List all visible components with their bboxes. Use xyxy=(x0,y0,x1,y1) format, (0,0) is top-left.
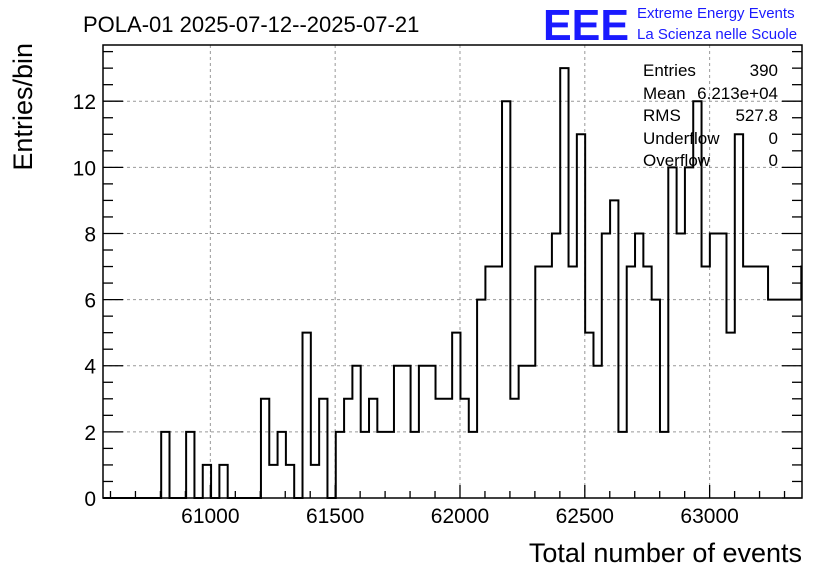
x-tick-label: 62500 xyxy=(556,505,614,528)
stats-entries-label: Entries xyxy=(643,61,696,80)
x-tick-label: 61000 xyxy=(181,505,239,528)
tick-labels: 61000 61500 62000 62500 63000 0 2 4 6 8 10 12 xyxy=(73,91,739,528)
grid-lines xyxy=(103,45,802,498)
y-tick-label: 2 xyxy=(84,422,96,445)
stats-mean-label: Mean xyxy=(643,84,686,103)
stats-underflow-value: 0 xyxy=(769,129,778,148)
eee-logo-line2: La Scienza nelle Scuole xyxy=(637,26,797,43)
stats-underflow-label: Underflow xyxy=(643,129,720,148)
x-tick-label: 62000 xyxy=(431,505,489,528)
y-tick-label: 8 xyxy=(84,223,96,246)
axis-ticks xyxy=(103,50,802,499)
stats-rms-value: 527.8 xyxy=(735,106,778,125)
stats-mean-value: 6.213e+04 xyxy=(697,84,778,103)
stats-overflow-value: 0 xyxy=(769,151,778,170)
x-axis-label: Total number of events xyxy=(529,538,802,568)
stats-entries-value: 390 xyxy=(750,61,778,80)
eee-logo-line1: Extreme Energy Events xyxy=(637,5,795,22)
y-tick-label: 10 xyxy=(73,157,96,180)
eee-logo-mark: EEE xyxy=(543,1,629,50)
y-tick-label: 4 xyxy=(84,356,96,379)
y-tick-label: 12 xyxy=(73,91,96,114)
y-axis-label: Entries/bin xyxy=(8,43,38,171)
stats-overflow-label: Overflow xyxy=(643,151,711,170)
chart-title: POLA-01 2025-07-12--2025-07-21 xyxy=(83,12,419,37)
stats-rms-label: RMS xyxy=(643,106,681,125)
x-tick-label: 63000 xyxy=(680,505,738,528)
y-tick-label: 6 xyxy=(84,290,96,313)
stats-box: Entries 390 Mean 6.213e+04 RMS 527.8 Und… xyxy=(643,61,778,170)
x-tick-label: 61500 xyxy=(306,505,364,528)
eee-logo: EEE Extreme Energy Events La Scienza nel… xyxy=(543,1,797,50)
plot-frame xyxy=(102,44,803,499)
y-tick-label: 0 xyxy=(84,488,96,511)
